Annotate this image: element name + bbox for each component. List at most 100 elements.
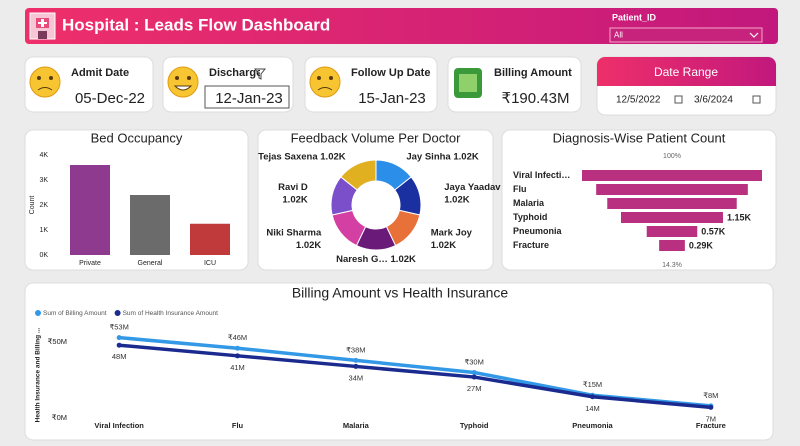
data-label: 34M [349, 373, 364, 382]
card-value: 12-Jan-23 [215, 90, 283, 107]
category-label: Malaria [513, 198, 545, 208]
data-label: 1.15K [727, 212, 752, 222]
emoji-mouth [173, 85, 193, 91]
emoji-mouth [37, 87, 53, 91]
data-label: 1.02K [444, 194, 469, 205]
chart-title: Diagnosis-Wise Patient Count [553, 130, 726, 145]
point [235, 353, 240, 359]
filter-value: All [614, 31, 623, 40]
funnel-bar [621, 212, 723, 223]
data-label: Ravi D [278, 181, 308, 192]
label-value: 1.02K [453, 151, 478, 162]
funnel-bar [659, 240, 685, 251]
value-box [204, 85, 290, 109]
filter-icon [253, 68, 267, 80]
data-label: 41M [230, 363, 245, 372]
emoji-icon [309, 66, 341, 98]
data-label: ₹53M [109, 323, 128, 332]
emoji-eye [175, 76, 179, 80]
point [471, 370, 477, 375]
data-label: 14M [585, 404, 600, 413]
date-start[interactable]: 12/5/2022 [616, 95, 661, 106]
dropdown-chevron [749, 32, 759, 38]
data-label: 0.29K [689, 240, 714, 250]
funnel-bar [582, 170, 762, 181]
y-tick-label: ₹50M [48, 337, 67, 346]
category-label: Pneumonia [513, 226, 563, 236]
data-label: 1.02K [431, 240, 456, 251]
card-value: 15-Jan-23 [358, 90, 426, 107]
x-tick-label: Pneumonia [572, 421, 613, 430]
y-axis-label: Health Insurance and Billing ... [35, 327, 42, 422]
emoji-eye [187, 76, 191, 80]
point [471, 374, 477, 380]
filter-label: Patient_ID [612, 12, 657, 22]
x-tick-label: General [138, 260, 163, 267]
bar [70, 165, 110, 255]
funnel-bar [607, 198, 737, 209]
data-label: ₹8M [703, 391, 718, 400]
point [116, 342, 122, 348]
funnel-bar [646, 226, 698, 237]
y-tick-label: 2K [39, 202, 48, 209]
card-label: Discharge Date [209, 67, 289, 79]
card-value: ₹190.43M [502, 90, 570, 107]
series-line [119, 343, 711, 410]
category-label: Viral Infecti… [513, 170, 570, 180]
label-name: Tejas Saxena [258, 151, 318, 162]
label-name: Naresh G… [336, 254, 388, 265]
point [116, 335, 122, 341]
card-value: 05-Dec-22 [75, 90, 145, 107]
category-label: Flu [513, 184, 527, 194]
emoji-eye [329, 76, 333, 80]
panel [257, 129, 494, 271]
data-label: Jay Sinha 1.02K [406, 151, 478, 162]
y-tick-label: ₹0M [52, 413, 67, 422]
legend-label: Sum of Health Insurance Amount [123, 310, 219, 317]
chart-title: Feedback Volume Per Doctor [291, 130, 461, 145]
x-tick-label: ICU [204, 260, 216, 267]
legend-marker [114, 310, 121, 316]
card-label: Follow Up Date [351, 67, 430, 79]
calendar-icon[interactable] [674, 95, 683, 104]
emoji-mouth [317, 87, 333, 91]
point [235, 345, 240, 351]
emoji-icon [29, 66, 61, 98]
data-label: 48M [112, 352, 127, 361]
data-label: Naresh G… 1.02K [336, 254, 416, 265]
filter-dropdown[interactable] [609, 27, 763, 43]
chart-title: Billing Amount vs Health Insurance [292, 285, 509, 301]
calendar-icon[interactable] [752, 95, 761, 104]
data-label: Jaya Yaadav [444, 181, 501, 192]
category-label: Fracture [513, 240, 549, 250]
date-range-header [597, 57, 776, 86]
x-tick-label: Malaria [343, 421, 370, 430]
funnel-top-label: 100% [663, 153, 681, 160]
funnel-bottom-label: 14.3% [662, 262, 682, 269]
label-name: Ravi D [278, 181, 308, 192]
y-tick-label: 0K [39, 252, 48, 259]
header-title: Hospital : Leads Flow Dashboard [62, 15, 330, 34]
date-range-title: Date Range [654, 65, 718, 79]
data-label: ₹38M [346, 345, 365, 354]
label-name: Jay Sinha [406, 151, 451, 162]
donut-segment [340, 159, 377, 191]
x-tick-label: Flu [232, 421, 244, 430]
y-tick-label: 3K [39, 177, 48, 184]
date-end[interactable]: 3/6/2024 [694, 95, 733, 106]
data-label: Niki Sharma [266, 227, 322, 238]
panel [304, 56, 438, 113]
money-icon [459, 74, 477, 92]
data-label: Tejas Saxena 1.02K [258, 151, 346, 162]
label-value: 1.02K [320, 151, 345, 162]
data-label: 27M [467, 384, 482, 393]
data-label: ₹30M [464, 357, 483, 366]
y-tick-label: 1K [39, 227, 48, 234]
x-tick-label: Typhoid [460, 421, 489, 430]
point [708, 404, 714, 410]
bar [130, 195, 170, 255]
emoji-eye [317, 76, 321, 80]
category-label: Typhoid [513, 212, 547, 222]
data-label: ₹46M [228, 333, 247, 342]
data-label: Mark Joy [431, 227, 473, 238]
